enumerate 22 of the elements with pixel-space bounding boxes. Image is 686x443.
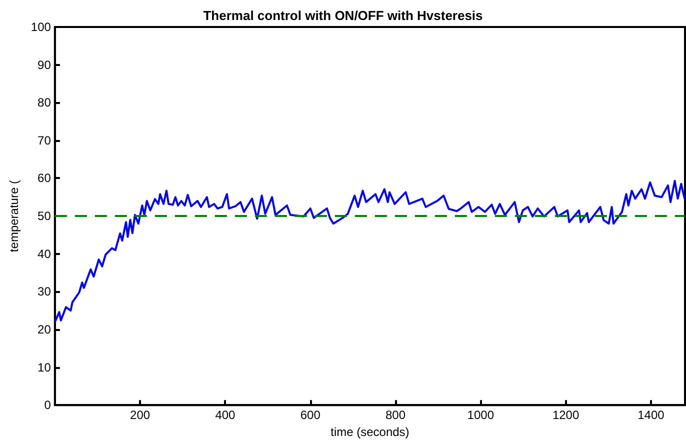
x-tick-label: 1400 — [638, 408, 665, 422]
line-series — [54, 180, 686, 323]
x-tick-label: 1000 — [467, 408, 494, 422]
x-tick-label: 200 — [130, 408, 150, 422]
y-tick-label: 0 — [44, 398, 52, 412]
y-tick-label: 40 — [38, 246, 52, 261]
y-tick-label: 20 — [38, 322, 52, 336]
x-tick-label: 400 — [215, 408, 236, 422]
chart-title: Thermal control with ON/OFF with Hvsteresis — [203, 8, 483, 23]
y-tick-label: 60 — [38, 171, 52, 186]
y-tick-label: 90 — [38, 58, 52, 72]
y-tick-label: 70 — [38, 133, 52, 148]
y-tick-label: 30 — [38, 284, 52, 299]
y-tick-label: 50 — [38, 209, 52, 224]
y-tick-label: 10 — [38, 360, 52, 374]
x-tick-label: 800 — [385, 408, 406, 422]
x-axis-title: time (seconds) — [330, 425, 410, 439]
y-tick-label: 100 — [30, 20, 52, 34]
y-axis-title: temperature ( — [7, 180, 21, 252]
x-tick-label: 600 — [300, 408, 321, 422]
x-tick-label: 1200 — [552, 408, 580, 422]
y-tick-label: 80 — [38, 96, 52, 110]
